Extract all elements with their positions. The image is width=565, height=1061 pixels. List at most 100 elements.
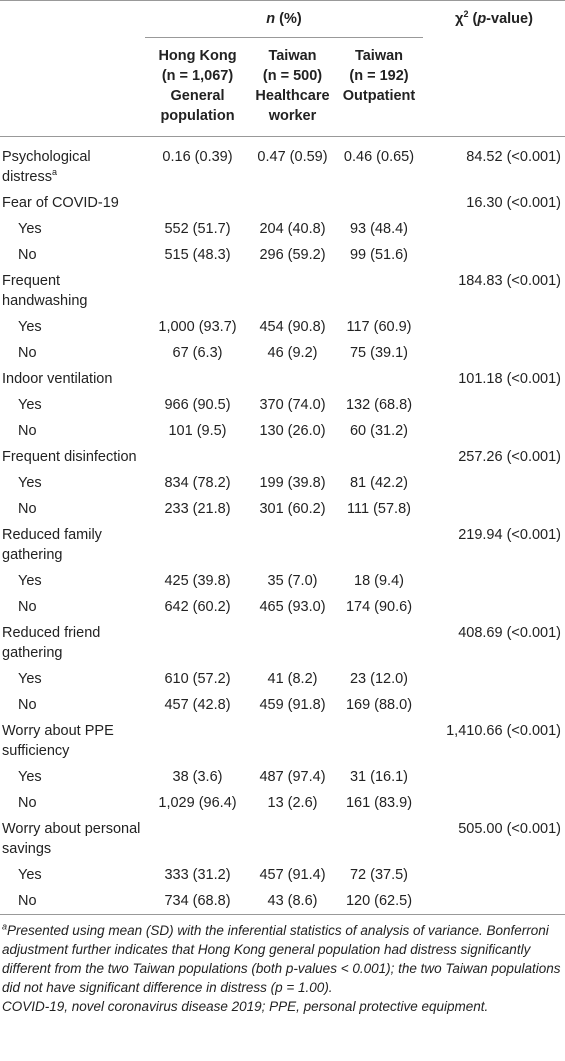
chi-cell xyxy=(423,594,565,620)
row-label: Worry about personal savings xyxy=(0,816,145,862)
cell xyxy=(145,366,250,392)
row-label-text: Yes xyxy=(18,573,42,589)
cell xyxy=(250,190,335,216)
cell: 111 (57.8) xyxy=(347,501,411,517)
chi-cell xyxy=(423,568,565,594)
table-row: Yes 552 (51.7) 204 (40.8) 93 (48.4) xyxy=(0,216,565,242)
row-label: No xyxy=(0,242,145,268)
table-row: No 67 (6.3) 46 (9.2) 75 (39.1) xyxy=(0,340,565,366)
chi-cell: 184.83 (<0.001) xyxy=(458,273,561,289)
row-label: Yes xyxy=(0,666,145,692)
header-line: Taiwan xyxy=(354,48,404,64)
cell: 81 (42.2) xyxy=(349,475,409,491)
empty-header xyxy=(0,1,145,38)
cell xyxy=(335,268,423,314)
row-label: No xyxy=(0,340,145,366)
table-row: Yes 425 (39.8) 35 (7.0) 18 (9.4) xyxy=(0,568,565,594)
cell: 515 (48.3) xyxy=(164,247,231,263)
chi-text: -value) xyxy=(486,11,533,28)
cell: 834 (78.2) xyxy=(164,475,231,491)
table-row: Yes 610 (57.2) 41 (8.2) 23 (12.0) xyxy=(0,666,565,692)
table-row: Fear of COVID-19 16.30 (<0.001) xyxy=(0,190,565,216)
cell: 75 (39.1) xyxy=(349,345,409,361)
cell: 204 (40.8) xyxy=(259,221,326,237)
p-symbol: p xyxy=(477,11,487,28)
cell xyxy=(145,620,250,666)
n-symbol: n xyxy=(266,11,276,27)
row-label-text: No xyxy=(18,501,37,517)
cell: 41 (8.2) xyxy=(267,671,318,687)
data-table: n (%) χ2 (p-value) Hong Kong (n = 1,067) G… xyxy=(0,0,565,1016)
cell: 23 (12.0) xyxy=(349,671,409,687)
row-label-text: Yes xyxy=(18,867,42,883)
cell: 67 (6.3) xyxy=(172,345,223,361)
cell: 370 (74.0) xyxy=(259,397,326,413)
row-label: Yes xyxy=(0,392,145,418)
cell: 465 (93.0) xyxy=(259,599,326,615)
row-label-text: Yes xyxy=(18,397,42,413)
header-line: worker xyxy=(268,108,317,124)
cell: 117 (60.9) xyxy=(346,319,412,335)
cell xyxy=(335,816,423,862)
row-label: No xyxy=(0,692,145,718)
cell: 296 (59.2) xyxy=(259,247,326,263)
table-row: No 101 (9.5) 130 (26.0) 60 (31.2) xyxy=(0,418,565,444)
chi-cell xyxy=(423,418,565,444)
row-label-text: Frequent disinfection xyxy=(2,449,137,465)
row-label-text: No xyxy=(18,247,37,263)
table-row: Worry about PPE sufficiency 1,410.66 (<0.… xyxy=(0,718,565,764)
table-row: No 457 (42.8) 459 (91.8) 169 (88.0) xyxy=(0,692,565,718)
row-label: Yes xyxy=(0,470,145,496)
row-label: No xyxy=(0,418,145,444)
cell: 333 (31.2) xyxy=(164,867,231,883)
chi-cell xyxy=(423,470,565,496)
table-row: Indoor ventilation 101.18 (<0.001) xyxy=(0,366,565,392)
footnote: aPresented using mean (SD) with the infe… xyxy=(0,914,565,1016)
cell: 35 (7.0) xyxy=(267,573,318,589)
cell: 457 (91.4) xyxy=(259,867,326,883)
row-label: Yes xyxy=(0,314,145,340)
row-label: No xyxy=(0,888,145,915)
cell: 487 (97.4) xyxy=(259,769,326,785)
cell xyxy=(335,522,423,568)
chi-cell xyxy=(423,340,565,366)
cell xyxy=(335,718,423,764)
cell xyxy=(335,444,423,470)
cell xyxy=(335,366,423,392)
column-header: Taiwan (n = 500) Healthcare worker xyxy=(250,37,335,137)
cell: 0.46 (0.65) xyxy=(343,149,415,165)
column-header: Taiwan (n = 192) Outpatient xyxy=(335,37,423,137)
cell: 454 (90.8) xyxy=(259,319,326,335)
empty-header xyxy=(423,37,565,137)
table-row: Psychological distressa 0.16 (0.39) 0.47 (… xyxy=(0,137,565,191)
table-row: No 233 (21.8) 301 (60.2) 111 (57.8) xyxy=(0,496,565,522)
chi-cell: 16.30 (<0.001) xyxy=(466,195,561,211)
cell: 31 (16.1) xyxy=(349,769,409,785)
header-line: (n = 1,067) xyxy=(161,68,234,84)
table-row: No 1,029 (96.4) 13 (2.6) 161 (83.9) xyxy=(0,790,565,816)
footnote-marker: a xyxy=(51,167,57,178)
header-line: Outpatient xyxy=(342,88,416,104)
table-row: Yes 1,000 (93.7) 454 (90.8) 117 (60.9) xyxy=(0,314,565,340)
header-line: Healthcare xyxy=(255,88,330,104)
row-label-text: Yes xyxy=(18,221,42,237)
abbreviations: COVID-19, novel coronavirus disease 2019… xyxy=(2,999,489,1014)
row-label-text: Yes xyxy=(18,671,42,687)
table-row: Yes 333 (31.2) 457 (91.4) 72 (37.5) xyxy=(0,862,565,888)
cell: 1,000 (93.7) xyxy=(158,319,237,335)
cell: 459 (91.8) xyxy=(259,697,326,713)
cell: 642 (60.2) xyxy=(164,599,231,615)
cell: 169 (88.0) xyxy=(345,697,413,713)
cell xyxy=(335,620,423,666)
chi-cell xyxy=(423,790,565,816)
row-label-text: No xyxy=(18,423,37,439)
row-label-text: Reduced friend gathering xyxy=(2,625,101,661)
cell: 301 (60.2) xyxy=(259,501,326,517)
row-label-text: Reduced family gathering xyxy=(2,527,102,563)
table-row: Frequent handwashing 184.83 (<0.001) xyxy=(0,268,565,314)
cell xyxy=(145,190,250,216)
row-label: Fear of COVID-19 xyxy=(0,190,145,216)
row-label: Yes xyxy=(0,568,145,594)
cell: 161 (83.9) xyxy=(345,795,413,811)
row-label: Yes xyxy=(0,862,145,888)
